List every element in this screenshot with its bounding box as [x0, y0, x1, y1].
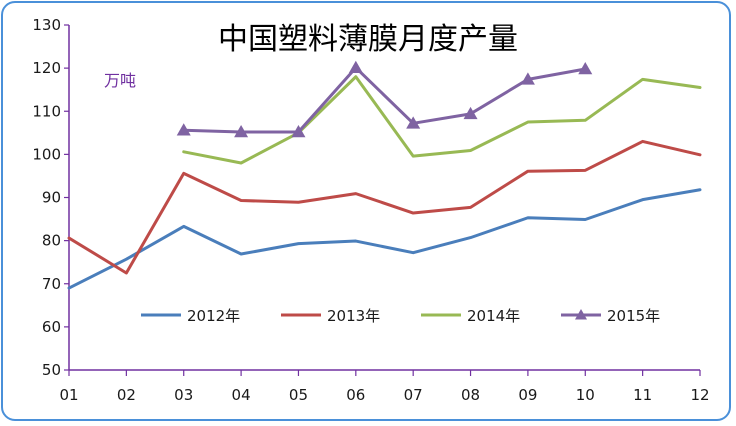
- series-marker-4: [348, 60, 363, 73]
- chart-title: 中国塑料薄膜月度产量: [218, 22, 518, 57]
- x-tick-label: 05: [289, 386, 308, 404]
- y-tick-label: 50: [42, 361, 61, 379]
- x-tick-label: 12: [690, 386, 709, 404]
- series-line-1: [67, 188, 702, 290]
- series-marker-4: [291, 124, 306, 138]
- y-tick-label: 60: [42, 318, 61, 336]
- x-tick-label: 09: [518, 386, 537, 404]
- series-marker-4: [578, 61, 593, 75]
- legend-label-2: 2013年: [327, 307, 380, 325]
- legend: 2012年 2013年 2014年 2015年: [141, 307, 660, 325]
- legend-label-4: 2015年: [607, 307, 660, 325]
- y-tick-label: 90: [42, 189, 61, 207]
- legend-marker-4: [575, 309, 587, 320]
- y-tick-label: 130: [32, 16, 61, 34]
- legend-label-3: 2014年: [467, 307, 520, 325]
- y-tick-label: 100: [32, 145, 61, 163]
- legend-label-1: 2012年: [187, 307, 240, 325]
- series-marker-4: [463, 106, 478, 120]
- series-line-2: [67, 139, 702, 275]
- series-line-3: [182, 75, 702, 165]
- series-marker-4: [234, 124, 249, 138]
- y-tick-label: 110: [32, 102, 61, 120]
- x-tick-label: 06: [346, 386, 365, 404]
- unit-label: 万吨: [104, 71, 136, 90]
- x-tick-label: 01: [59, 386, 78, 404]
- x-tick-label: 08: [461, 386, 480, 404]
- series-marker-4: [176, 123, 191, 136]
- y-tick-label: 120: [32, 59, 61, 77]
- x-tick-label: 07: [404, 386, 423, 404]
- series-marker-4: [520, 72, 535, 85]
- y-tick-label: 70: [42, 275, 61, 293]
- axes: 50 60 70 80 90 100 110 120 130 01 02 03 04 05 06 07 08 09…: [32, 16, 709, 404]
- x-tick-label: 03: [174, 386, 193, 404]
- x-tick-label: 11: [633, 386, 652, 404]
- y-tick-label: 80: [42, 232, 61, 250]
- series-lines: [67, 60, 702, 290]
- series-line-4: [182, 66, 587, 134]
- x-tick-label: 10: [576, 386, 595, 404]
- series-marker-4: [406, 116, 421, 129]
- x-tick-label: 02: [117, 386, 136, 404]
- x-tick-label: 04: [232, 386, 251, 404]
